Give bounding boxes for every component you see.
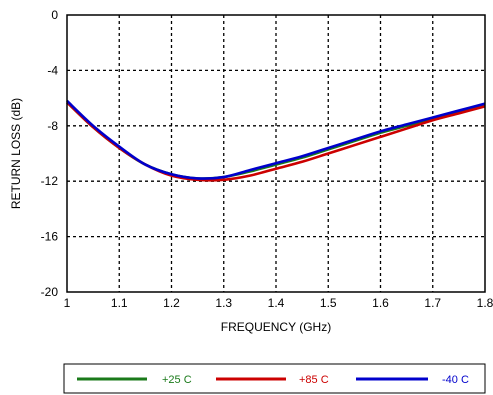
x-tick-label: 1.8 [477,296,493,310]
legend: +25 C +85 C -40 C [63,363,486,394]
legend-label-25c: +25 C [162,374,192,386]
y-tick-label: 0 [51,8,58,22]
x-tick-label: 1.6 [372,296,389,310]
x-tick-label: 1.3 [215,296,232,310]
y-tick-label: -12 [41,174,59,188]
y-tick-label: -16 [41,230,59,244]
y-axis-label: RETURN LOSS (dB) [9,98,23,209]
y-tick-label: -4 [47,63,58,77]
x-axis-label: FREQUENCY (GHz) [221,320,331,334]
y-tick-label: -20 [41,285,59,299]
y-tick-labels: 0 -4 -8 -12 -16 -20 [41,8,59,299]
x-tick-label: 1.4 [268,296,285,310]
x-tick-labels: 1 1.1 1.2 1.3 1.4 1.5 1.6 1.7 1.8 [64,296,493,310]
legend-label-85c: +85 C [299,374,329,386]
x-tick-label: 1.7 [424,296,441,310]
series-line-minus40c [66,99,486,180]
series-layer [66,99,486,182]
x-tick-label: 1.2 [163,296,180,310]
x-tick-label: 1.1 [111,296,128,310]
plot-frame [66,14,486,293]
x-tick-label: 1.5 [320,296,337,310]
legend-label-minus40c: -40 C [442,374,469,386]
x-tick-label: 1 [64,296,71,310]
y-tick-label: -8 [47,119,58,133]
